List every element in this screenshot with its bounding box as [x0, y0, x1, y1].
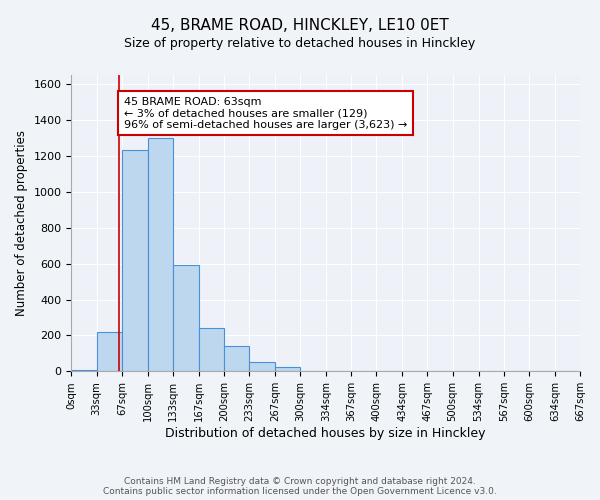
Bar: [173, 266, 199, 372]
Bar: [122, 150, 148, 372]
Bar: [148, 138, 173, 372]
Bar: [71, 370, 97, 372]
Bar: [249, 362, 275, 372]
Bar: [97, 332, 122, 372]
Text: 45, BRAME ROAD, HINCKLEY, LE10 0ET: 45, BRAME ROAD, HINCKLEY, LE10 0ET: [151, 18, 449, 32]
Bar: [224, 346, 249, 372]
Text: 45 BRAME ROAD: 63sqm
← 3% of detached houses are smaller (129)
96% of semi-detac: 45 BRAME ROAD: 63sqm ← 3% of detached ho…: [124, 96, 407, 130]
Text: Contains public sector information licensed under the Open Government Licence v3: Contains public sector information licen…: [103, 487, 497, 496]
Text: Size of property relative to detached houses in Hinckley: Size of property relative to detached ho…: [124, 38, 476, 51]
X-axis label: Distribution of detached houses by size in Hinckley: Distribution of detached houses by size …: [166, 427, 486, 440]
Bar: [199, 328, 224, 372]
Bar: [275, 367, 300, 372]
Text: Contains HM Land Registry data © Crown copyright and database right 2024.: Contains HM Land Registry data © Crown c…: [124, 477, 476, 486]
Y-axis label: Number of detached properties: Number of detached properties: [15, 130, 28, 316]
